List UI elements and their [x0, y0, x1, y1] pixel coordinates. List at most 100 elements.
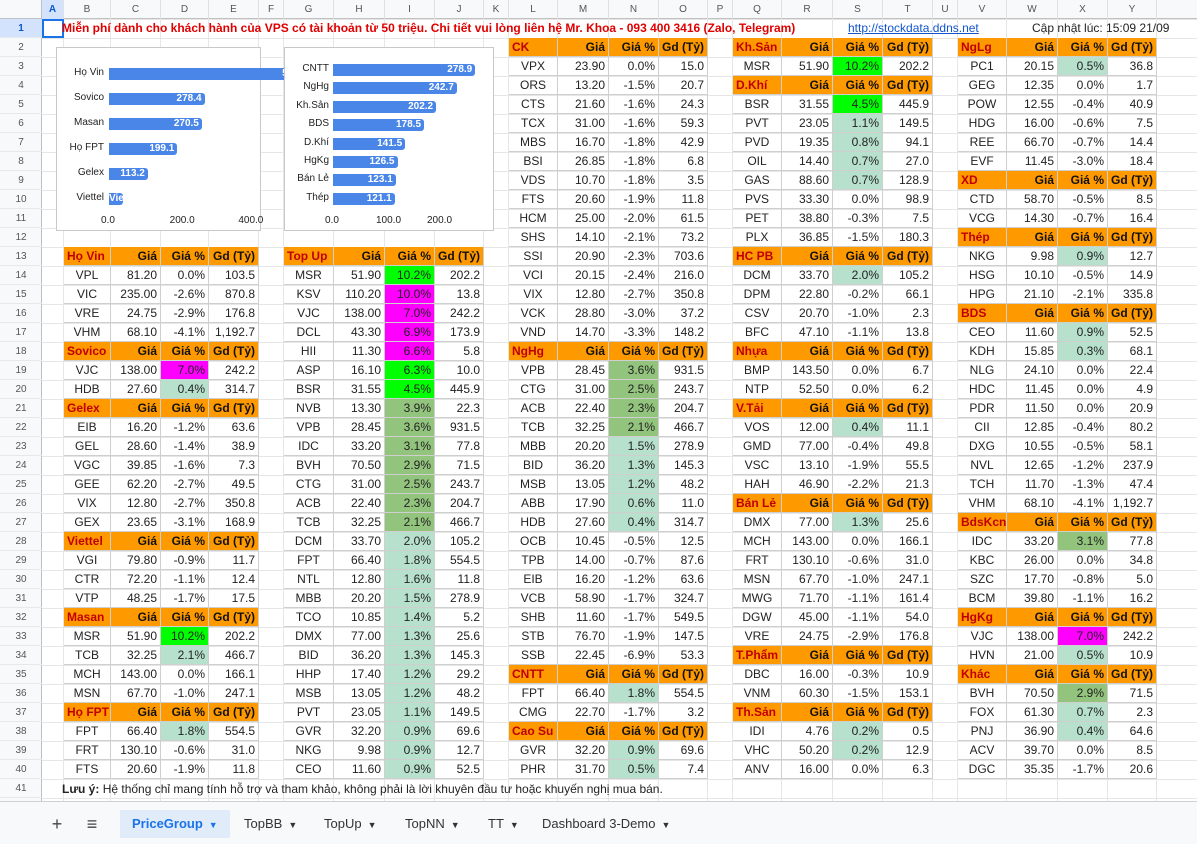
price-cell[interactable]: 10.85	[334, 608, 385, 627]
gd-col-header[interactable]: Gd (Tỷ)	[883, 646, 933, 665]
ticker-cell[interactable]: TCX	[509, 114, 558, 133]
price-cell[interactable]: 31.00	[558, 380, 609, 399]
gd-cell[interactable]: 10.0	[435, 361, 484, 380]
row-header-21[interactable]: 21	[0, 399, 42, 418]
gd-cell[interactable]: 350.8	[209, 494, 259, 513]
ticker-cell[interactable]: SHB	[509, 608, 558, 627]
gd-cell[interactable]: 54.0	[883, 608, 933, 627]
gd-cell[interactable]: 3.2	[659, 703, 708, 722]
price-cell[interactable]: 39.70	[1007, 741, 1058, 760]
pct-cell[interactable]: -2.4%	[609, 266, 659, 285]
ticker-cell[interactable]: TCB	[64, 646, 111, 665]
row-header-39[interactable]: 39	[0, 741, 42, 760]
gd-col-header[interactable]: Gd (Tỷ)	[209, 399, 259, 418]
ticker-cell[interactable]: VPB	[509, 361, 558, 380]
row-header-11[interactable]: 11	[0, 209, 42, 228]
gd-cell[interactable]: 147.5	[659, 627, 708, 646]
group-header[interactable]: CK	[509, 38, 558, 57]
price-cell[interactable]: 36.20	[558, 456, 609, 475]
pct-cell[interactable]: -1.4%	[161, 437, 209, 456]
price-cell[interactable]: 9.98	[334, 741, 385, 760]
price-cell[interactable]: 33.70	[782, 266, 833, 285]
price-cell[interactable]: 23.05	[782, 114, 833, 133]
ticker-cell[interactable]: BVH	[284, 456, 334, 475]
row-header-31[interactable]: 31	[0, 589, 42, 608]
pct-cell[interactable]: 1.2%	[385, 684, 435, 703]
pct-cell[interactable]: 1.3%	[833, 513, 883, 532]
gd-cell[interactable]: 3.5	[659, 171, 708, 190]
gd-col-header[interactable]: Gd (Tỷ)	[883, 703, 933, 722]
ticker-cell[interactable]: PHR	[509, 760, 558, 779]
gd-cell[interactable]: 247.1	[209, 684, 259, 703]
price-cell[interactable]: 16.00	[782, 760, 833, 779]
pct-cell[interactable]: 0.9%	[1058, 247, 1108, 266]
gd-cell[interactable]: 12.7	[435, 741, 484, 760]
gd-cell[interactable]: 52.5	[435, 760, 484, 779]
price-cell[interactable]: 28.60	[111, 437, 161, 456]
ticker-cell[interactable]: NVL	[958, 456, 1007, 475]
price-cell[interactable]: 20.15	[1007, 57, 1058, 76]
gd-cell[interactable]: 350.8	[659, 285, 708, 304]
gd-cell[interactable]: 161.4	[883, 589, 933, 608]
ticker-cell[interactable]: VGI	[64, 551, 111, 570]
gd-cell[interactable]: 128.9	[883, 171, 933, 190]
ticker-cell[interactable]: DMX	[284, 627, 334, 646]
row-header-38[interactable]: 38	[0, 722, 42, 741]
pct-cell[interactable]: -0.6%	[1058, 114, 1108, 133]
price-cell[interactable]: 60.30	[782, 684, 833, 703]
chart-bar[interactable]: 278.9	[333, 64, 476, 76]
pct-cell[interactable]: -0.5%	[1058, 266, 1108, 285]
pct-col-header[interactable]: Giá %	[1058, 665, 1108, 684]
pct-cell[interactable]: 0.0%	[1058, 380, 1108, 399]
price-cell[interactable]: 22.70	[558, 703, 609, 722]
pct-cell[interactable]: -2.2%	[833, 475, 883, 494]
pct-cell[interactable]: -1.2%	[609, 570, 659, 589]
chart-bar[interactable]: 242.7	[333, 82, 457, 95]
pct-col-header[interactable]: Giá %	[161, 342, 209, 361]
pct-col-header[interactable]: Giá %	[1058, 304, 1108, 323]
row-header-40[interactable]: 40	[0, 760, 42, 779]
gd-cell[interactable]: 166.1	[209, 665, 259, 684]
ticker-cell[interactable]: KSV	[284, 285, 334, 304]
gd-cell[interactable]: 314.7	[659, 513, 708, 532]
gd-col-header[interactable]: Gd (Tỷ)	[209, 608, 259, 627]
chart-bar[interactable]: 123.1	[333, 174, 396, 187]
price-cell[interactable]: 31.55	[782, 95, 833, 114]
price-col-header[interactable]: Giá	[111, 703, 161, 722]
price-cell[interactable]: 77.00	[782, 437, 833, 456]
gd-col-header[interactable]: Gd (Tỷ)	[883, 38, 933, 57]
column-header-J[interactable]: J	[435, 0, 484, 19]
gd-cell[interactable]: 11.8	[435, 570, 484, 589]
ticker-cell[interactable]: OCB	[509, 532, 558, 551]
price-cell[interactable]: 66.40	[111, 722, 161, 741]
gd-cell[interactable]: 31.0	[209, 741, 259, 760]
price-cell[interactable]: 22.40	[558, 399, 609, 418]
pct-cell[interactable]: -2.7%	[161, 494, 209, 513]
column-header-F[interactable]: F	[259, 0, 284, 19]
price-cell[interactable]: 67.70	[111, 684, 161, 703]
gd-cell[interactable]: 202.2	[883, 57, 933, 76]
group-header[interactable]: T.Phẩm	[733, 646, 782, 665]
price-cell[interactable]: 31.00	[334, 475, 385, 494]
column-header-T[interactable]: T	[883, 0, 933, 19]
pct-cell[interactable]: 0.5%	[1058, 57, 1108, 76]
ticker-cell[interactable]: HDB	[64, 380, 111, 399]
row-header-19[interactable]: 19	[0, 361, 42, 380]
gd-cell[interactable]: 49.5	[209, 475, 259, 494]
price-cell[interactable]: 11.70	[1007, 475, 1058, 494]
gd-cell[interactable]: 25.6	[883, 513, 933, 532]
gd-col-header[interactable]: Gd (Tỷ)	[659, 38, 708, 57]
pct-col-header[interactable]: Giá %	[833, 399, 883, 418]
gd-cell[interactable]: 71.5	[1108, 684, 1157, 703]
pct-cell[interactable]: 3.9%	[385, 399, 435, 418]
price-cell[interactable]: 21.10	[1007, 285, 1058, 304]
pct-cell[interactable]: 3.6%	[385, 418, 435, 437]
pct-cell[interactable]: -3.1%	[161, 513, 209, 532]
gd-cell[interactable]: 55.5	[883, 456, 933, 475]
gd-cell[interactable]: 12.5	[659, 532, 708, 551]
pct-cell[interactable]: 1.8%	[385, 551, 435, 570]
ticker-cell[interactable]: SSB	[509, 646, 558, 665]
ticker-cell[interactable]: FPT	[284, 551, 334, 570]
price-cell[interactable]: 14.00	[558, 551, 609, 570]
pct-cell[interactable]: 0.7%	[1058, 703, 1108, 722]
